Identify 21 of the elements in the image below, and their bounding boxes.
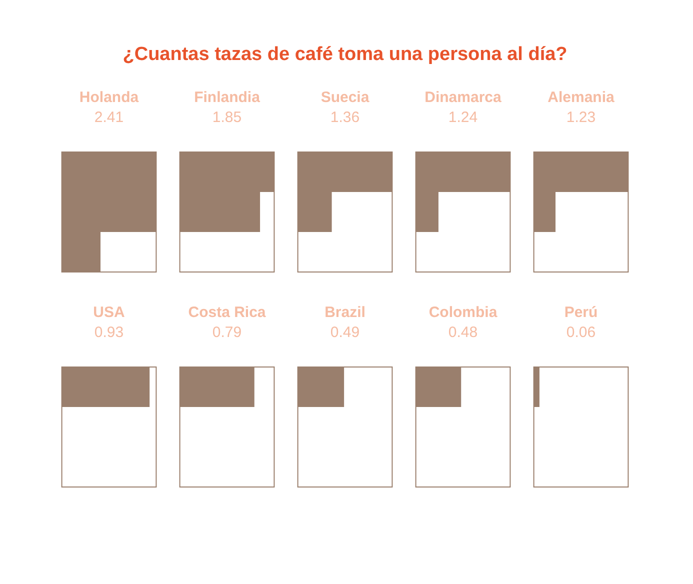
text: ¿Cuantas tazas de café toma una persona al día? xyxy=(122,44,568,65)
category-label: Perú xyxy=(564,304,598,321)
category-label: Brazil xyxy=(324,304,366,321)
category-label: Alemania xyxy=(548,89,615,106)
category-label: Finlandia xyxy=(194,89,261,106)
data-label: 1.23 xyxy=(566,109,596,126)
category-label: Suecia xyxy=(320,89,370,106)
data-label: 0.49 xyxy=(330,324,360,341)
data-label: 0.79 xyxy=(212,324,242,341)
data-label: 2.41 xyxy=(94,109,124,126)
category-label: Holanda xyxy=(79,89,140,106)
data-label: 1.36 xyxy=(330,109,360,126)
category-label: Colombia xyxy=(428,304,498,321)
category-label: USA xyxy=(93,304,125,321)
category-label: Dinamarca xyxy=(424,89,502,106)
data-label: 1.24 xyxy=(448,109,478,126)
data-label: 0.06 xyxy=(566,324,596,341)
category-label: Costa Rica xyxy=(188,304,266,321)
data-label: 0.48 xyxy=(448,324,478,341)
data-label: 0.93 xyxy=(94,324,124,341)
data-label: 1.85 xyxy=(212,109,242,126)
